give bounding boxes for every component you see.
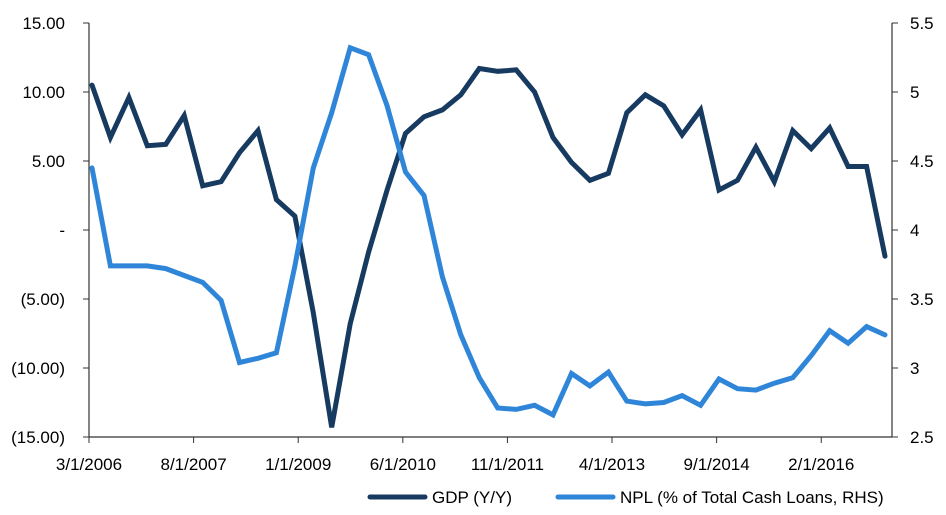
left-tick-label: 5.00 [32,152,65,171]
right-tick-label: 3.5 [910,290,934,309]
x-tick-label: 4/1/2013 [579,455,645,474]
legend-label: NPL (% of Total Cash Loans, RHS) [620,488,884,507]
legend-label: GDP (Y/Y) [432,488,512,507]
left-tick-label: - [59,221,65,240]
chart-axes [88,23,893,438]
left-tick-label: 10.00 [22,83,65,102]
series-lines [89,44,888,428]
x-tick-label: 1/1/2009 [265,455,331,474]
x-tick-label: 2/1/2016 [788,455,854,474]
right-tick-label: 3 [910,359,919,378]
x-tick-label: 11/1/2011 [471,455,544,474]
series-line-npl [89,44,888,419]
right-tick-label: 5 [910,83,919,102]
x-axis: 3/1/2006 8/1/2007 1/1/2009 6/1/2010 11/1/201… [56,437,854,474]
x-tick-label: 9/1/2014 [684,455,750,474]
left-y-axis: 15.00 10.00 5.00 - (5.00) (10.00) (15.00) [11,14,89,447]
left-tick-label: (10.00) [11,359,65,378]
x-tick-label: 8/1/2007 [161,455,227,474]
series-line-gdp [89,65,888,428]
right-y-axis: 5.5 5 4.5 4 3.5 3 2.5 [892,14,934,447]
right-tick-label: 5.5 [910,14,934,33]
left-tick-label: 15.00 [22,14,65,33]
left-tick-label: (5.00) [21,290,65,309]
x-tick-label: 3/1/2006 [56,455,122,474]
legend: GDP (Y/Y) NPL (% of Total Cash Loans, RHS… [367,488,884,507]
x-tick-label: 6/1/2010 [370,455,436,474]
right-tick-label: 4 [910,221,919,240]
right-tick-label: 2.5 [910,428,934,447]
right-tick-label: 4.5 [910,152,934,171]
left-tick-label: (15.00) [11,428,65,447]
